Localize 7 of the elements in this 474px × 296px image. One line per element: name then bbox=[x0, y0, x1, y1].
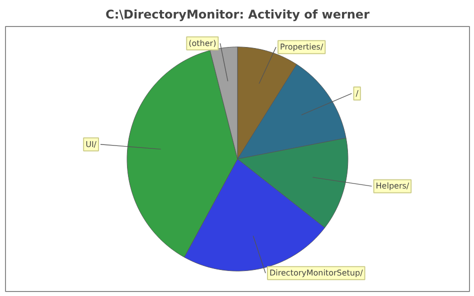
slice-label: (other) bbox=[188, 38, 216, 48]
slice-label: UI/ bbox=[86, 140, 97, 149]
chart-title: C:\DirectoryMonitor: Activity of werner bbox=[106, 8, 370, 22]
slice-label: Properties/ bbox=[280, 42, 324, 52]
slice-label: / bbox=[356, 88, 359, 98]
slice-label: DirectoryMonitorSetup/ bbox=[270, 268, 364, 278]
slice-label: Helpers/ bbox=[376, 182, 410, 191]
